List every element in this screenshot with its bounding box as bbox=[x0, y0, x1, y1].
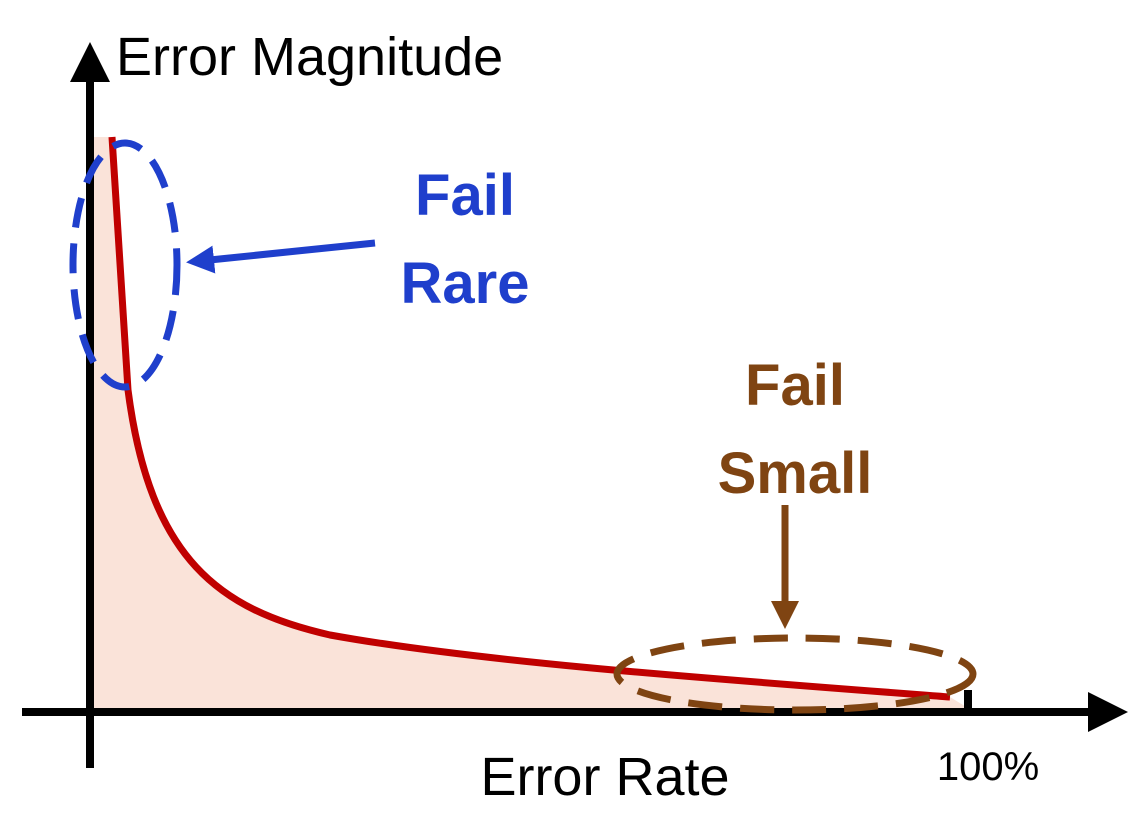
rare-ellipse bbox=[69, 139, 181, 391]
rare-arrow bbox=[186, 239, 376, 274]
curve bbox=[108, 136, 951, 701]
small-ellipse bbox=[613, 634, 977, 714]
x-axis-label: Error Rate bbox=[480, 747, 729, 807]
annotation-line: Fail bbox=[415, 163, 515, 228]
area-fill bbox=[90, 137, 968, 708]
y-axis-label: Error Magnitude bbox=[116, 27, 503, 87]
annotation-line: Fail bbox=[745, 353, 845, 418]
annotation-line: Rare bbox=[401, 251, 530, 316]
x-end-label: 100% bbox=[937, 745, 1039, 789]
annotation-line: Small bbox=[718, 441, 873, 506]
